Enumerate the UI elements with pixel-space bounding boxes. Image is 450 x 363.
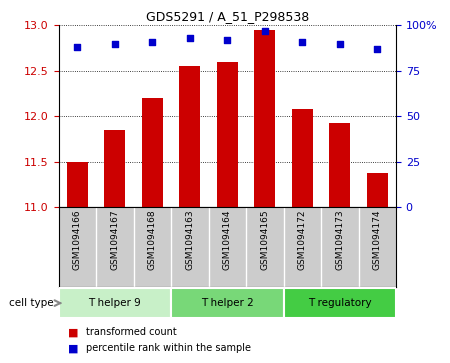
Text: GSM1094164: GSM1094164 [223, 209, 232, 270]
Text: GSM1094172: GSM1094172 [298, 209, 307, 270]
Title: GDS5291 / A_51_P298538: GDS5291 / A_51_P298538 [146, 10, 309, 23]
Text: GSM1094168: GSM1094168 [148, 209, 157, 270]
Bar [284, 288, 396, 318]
Bar [180, 66, 200, 207]
Bar [254, 30, 275, 207]
Text: T helper 2: T helper 2 [201, 298, 254, 308]
Bar [217, 62, 238, 207]
Point [224, 37, 231, 43]
Text: T regulatory: T regulatory [308, 298, 372, 308]
Bar [171, 288, 284, 318]
Bar [58, 288, 171, 318]
Point [374, 46, 381, 52]
Bar [104, 130, 125, 207]
Text: percentile rank within the sample: percentile rank within the sample [86, 343, 251, 354]
Text: cell type: cell type [9, 298, 54, 308]
Text: GSM1094174: GSM1094174 [373, 209, 382, 270]
Bar [292, 109, 313, 207]
Bar [329, 123, 350, 207]
Text: T helper 9: T helper 9 [88, 298, 141, 308]
Point [74, 44, 81, 50]
Text: ■: ■ [68, 343, 78, 354]
Bar [142, 98, 162, 207]
Point [186, 35, 194, 41]
Text: transformed count: transformed count [86, 327, 176, 337]
Point [111, 41, 118, 46]
Point [261, 28, 268, 34]
Point [299, 39, 306, 45]
Text: GSM1094173: GSM1094173 [335, 209, 344, 270]
Point [336, 41, 343, 46]
Text: GSM1094163: GSM1094163 [185, 209, 194, 270]
Text: GSM1094167: GSM1094167 [110, 209, 119, 270]
Text: GSM1094165: GSM1094165 [260, 209, 269, 270]
Bar [367, 174, 387, 207]
Bar [67, 162, 88, 207]
Text: ■: ■ [68, 327, 78, 337]
Point [148, 39, 156, 45]
Text: GSM1094166: GSM1094166 [73, 209, 82, 270]
